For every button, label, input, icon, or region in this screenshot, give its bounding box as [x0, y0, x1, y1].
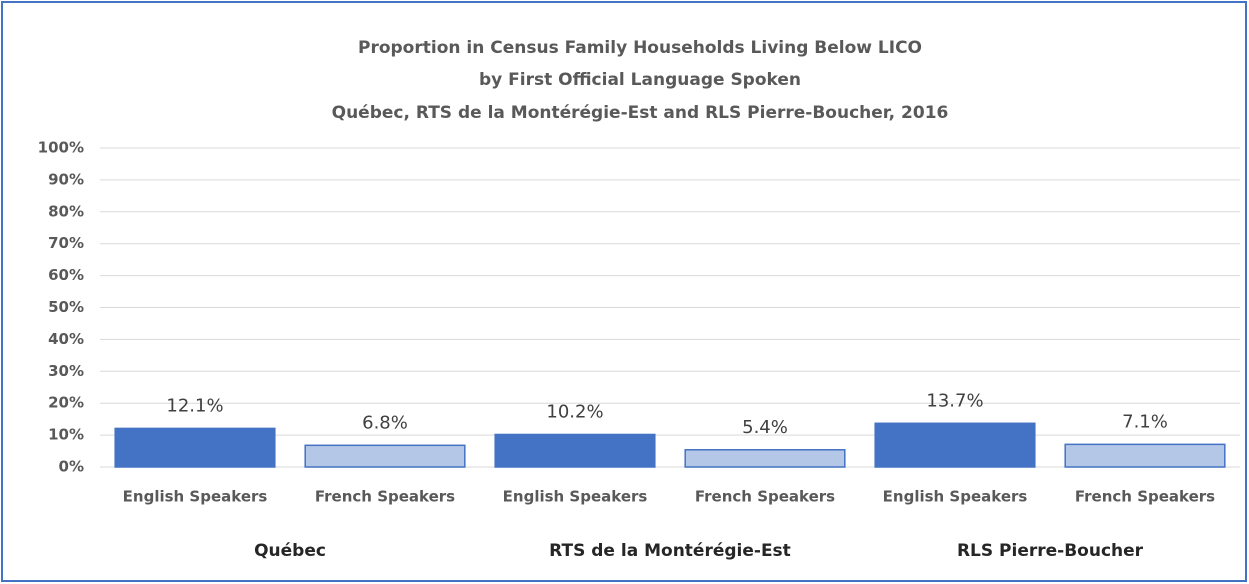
y-tick-label: 90% [48, 170, 84, 188]
chart-title: Québec, RTS de la Montérégie-Est and RLS… [332, 103, 949, 123]
value-label: 7.1% [1122, 411, 1168, 432]
chart-title: Proportion in Census Family Households L… [358, 38, 922, 58]
bar [874, 422, 1036, 468]
x-tick-label: French Speakers [315, 488, 455, 506]
x-tick-label: English Speakers [503, 488, 648, 506]
y-tick-label: 40% [48, 330, 84, 348]
value-label: 13.7% [926, 390, 983, 411]
x-tick-label: English Speakers [123, 488, 268, 506]
y-tick-label: 60% [48, 266, 84, 284]
value-label: 6.8% [362, 412, 408, 433]
y-tick-label: 70% [48, 234, 84, 252]
bar [684, 449, 846, 468]
y-tick-label: 80% [48, 202, 84, 220]
bar [304, 444, 466, 468]
category-label: RTS de la Montérégie-Est [549, 541, 791, 561]
category-label: Québec [254, 541, 326, 561]
bar [114, 427, 276, 468]
value-label: 10.2% [546, 401, 603, 422]
y-tick-label: 30% [48, 362, 84, 380]
bar [494, 433, 656, 468]
x-tick-label: French Speakers [1075, 488, 1215, 506]
y-tick-label: 10% [48, 426, 84, 444]
y-tick-label: 50% [48, 298, 84, 316]
value-label: 5.4% [742, 417, 788, 438]
y-tick-label: 20% [48, 394, 84, 412]
x-tick-label: French Speakers [695, 488, 835, 506]
chart-title: by First Official Language Spoken [479, 70, 801, 90]
y-tick-label: 0% [59, 458, 84, 476]
category-label: RLS Pierre-Boucher [957, 541, 1144, 561]
y-tick-label: 100% [38, 139, 84, 157]
x-tick-label: English Speakers [883, 488, 1028, 506]
bar [1064, 443, 1226, 468]
value-label: 12.1% [166, 395, 223, 416]
